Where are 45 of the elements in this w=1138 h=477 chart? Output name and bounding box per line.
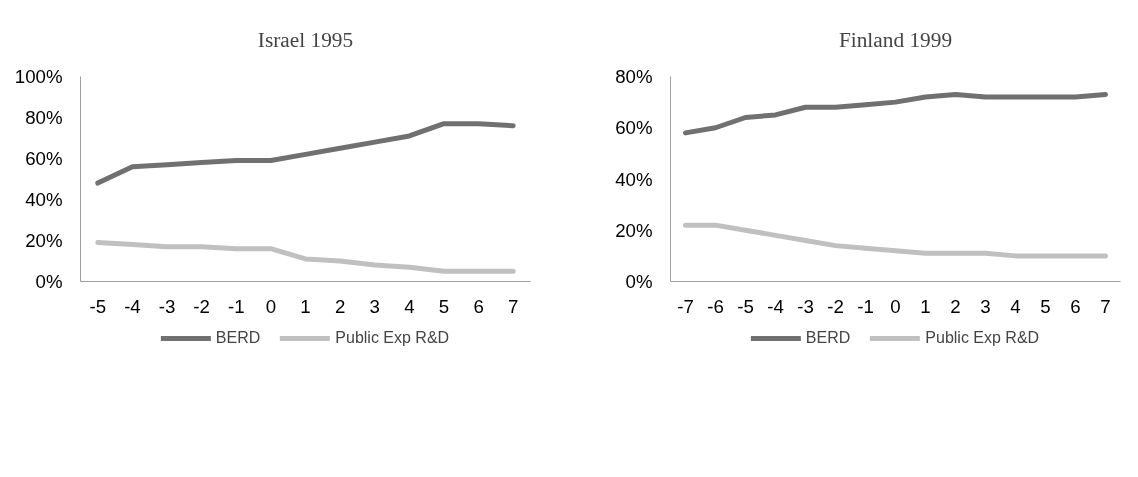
chart-title: Israel 1995	[257, 27, 354, 52]
y-tick-label: 0%	[35, 271, 63, 292]
x-tick-label: 5	[1040, 295, 1051, 317]
y-tick-label: 20%	[615, 219, 653, 241]
y-tick-label: 100%	[14, 66, 63, 87]
x-tick-label: -1	[227, 295, 245, 317]
x-tick-label: 4	[1010, 295, 1021, 317]
y-tick-label: 60%	[25, 148, 63, 169]
x-tick-label: 4	[404, 295, 415, 317]
y-tick-label: 40%	[615, 168, 653, 190]
y-tick-label: 80%	[25, 107, 63, 128]
x-tick-label: -5	[737, 295, 754, 317]
x-tick-label: -6	[707, 295, 724, 317]
legend-label: BERD	[805, 328, 851, 347]
y-tick-label: 60%	[615, 117, 653, 139]
x-tick-label: 0	[265, 295, 277, 317]
x-tick-label: 7	[1100, 295, 1111, 317]
x-tick-label: 1	[920, 295, 931, 317]
x-tick-label: -3	[158, 295, 176, 317]
x-tick-label: 3	[369, 295, 380, 317]
y-tick-label: 20%	[25, 230, 63, 251]
legend-label: Public Exp R&D	[925, 328, 1040, 347]
x-tick-label: -4	[124, 295, 141, 317]
y-tick-label: 40%	[25, 189, 63, 210]
x-tick-label: 0	[890, 295, 901, 317]
x-tick-label: 7	[508, 295, 519, 317]
x-tick-label: 5	[438, 295, 450, 317]
x-tick-label: -3	[797, 295, 814, 317]
y-tick-label: 80%	[615, 66, 653, 87]
x-tick-label: 6	[1070, 295, 1081, 317]
x-tick-label: -7	[677, 295, 694, 317]
x-tick-label: -4	[767, 295, 784, 317]
chart-title: Finland 1999	[838, 27, 953, 52]
x-tick-label: -1	[857, 295, 874, 317]
x-tick-label: 2	[950, 295, 961, 317]
y-tick-label: 0%	[625, 271, 653, 292]
x-tick-label: -2	[827, 295, 844, 317]
legend-label: Public Exp R&D	[335, 328, 450, 347]
x-tick-label: 3	[980, 295, 991, 317]
legend-label: BERD	[215, 328, 261, 347]
x-tick-label: -2	[193, 295, 210, 317]
x-tick-label: -5	[89, 295, 107, 317]
x-tick-label: 6	[473, 295, 484, 317]
x-tick-label: 1	[300, 295, 311, 317]
x-tick-label: 2	[334, 295, 346, 317]
